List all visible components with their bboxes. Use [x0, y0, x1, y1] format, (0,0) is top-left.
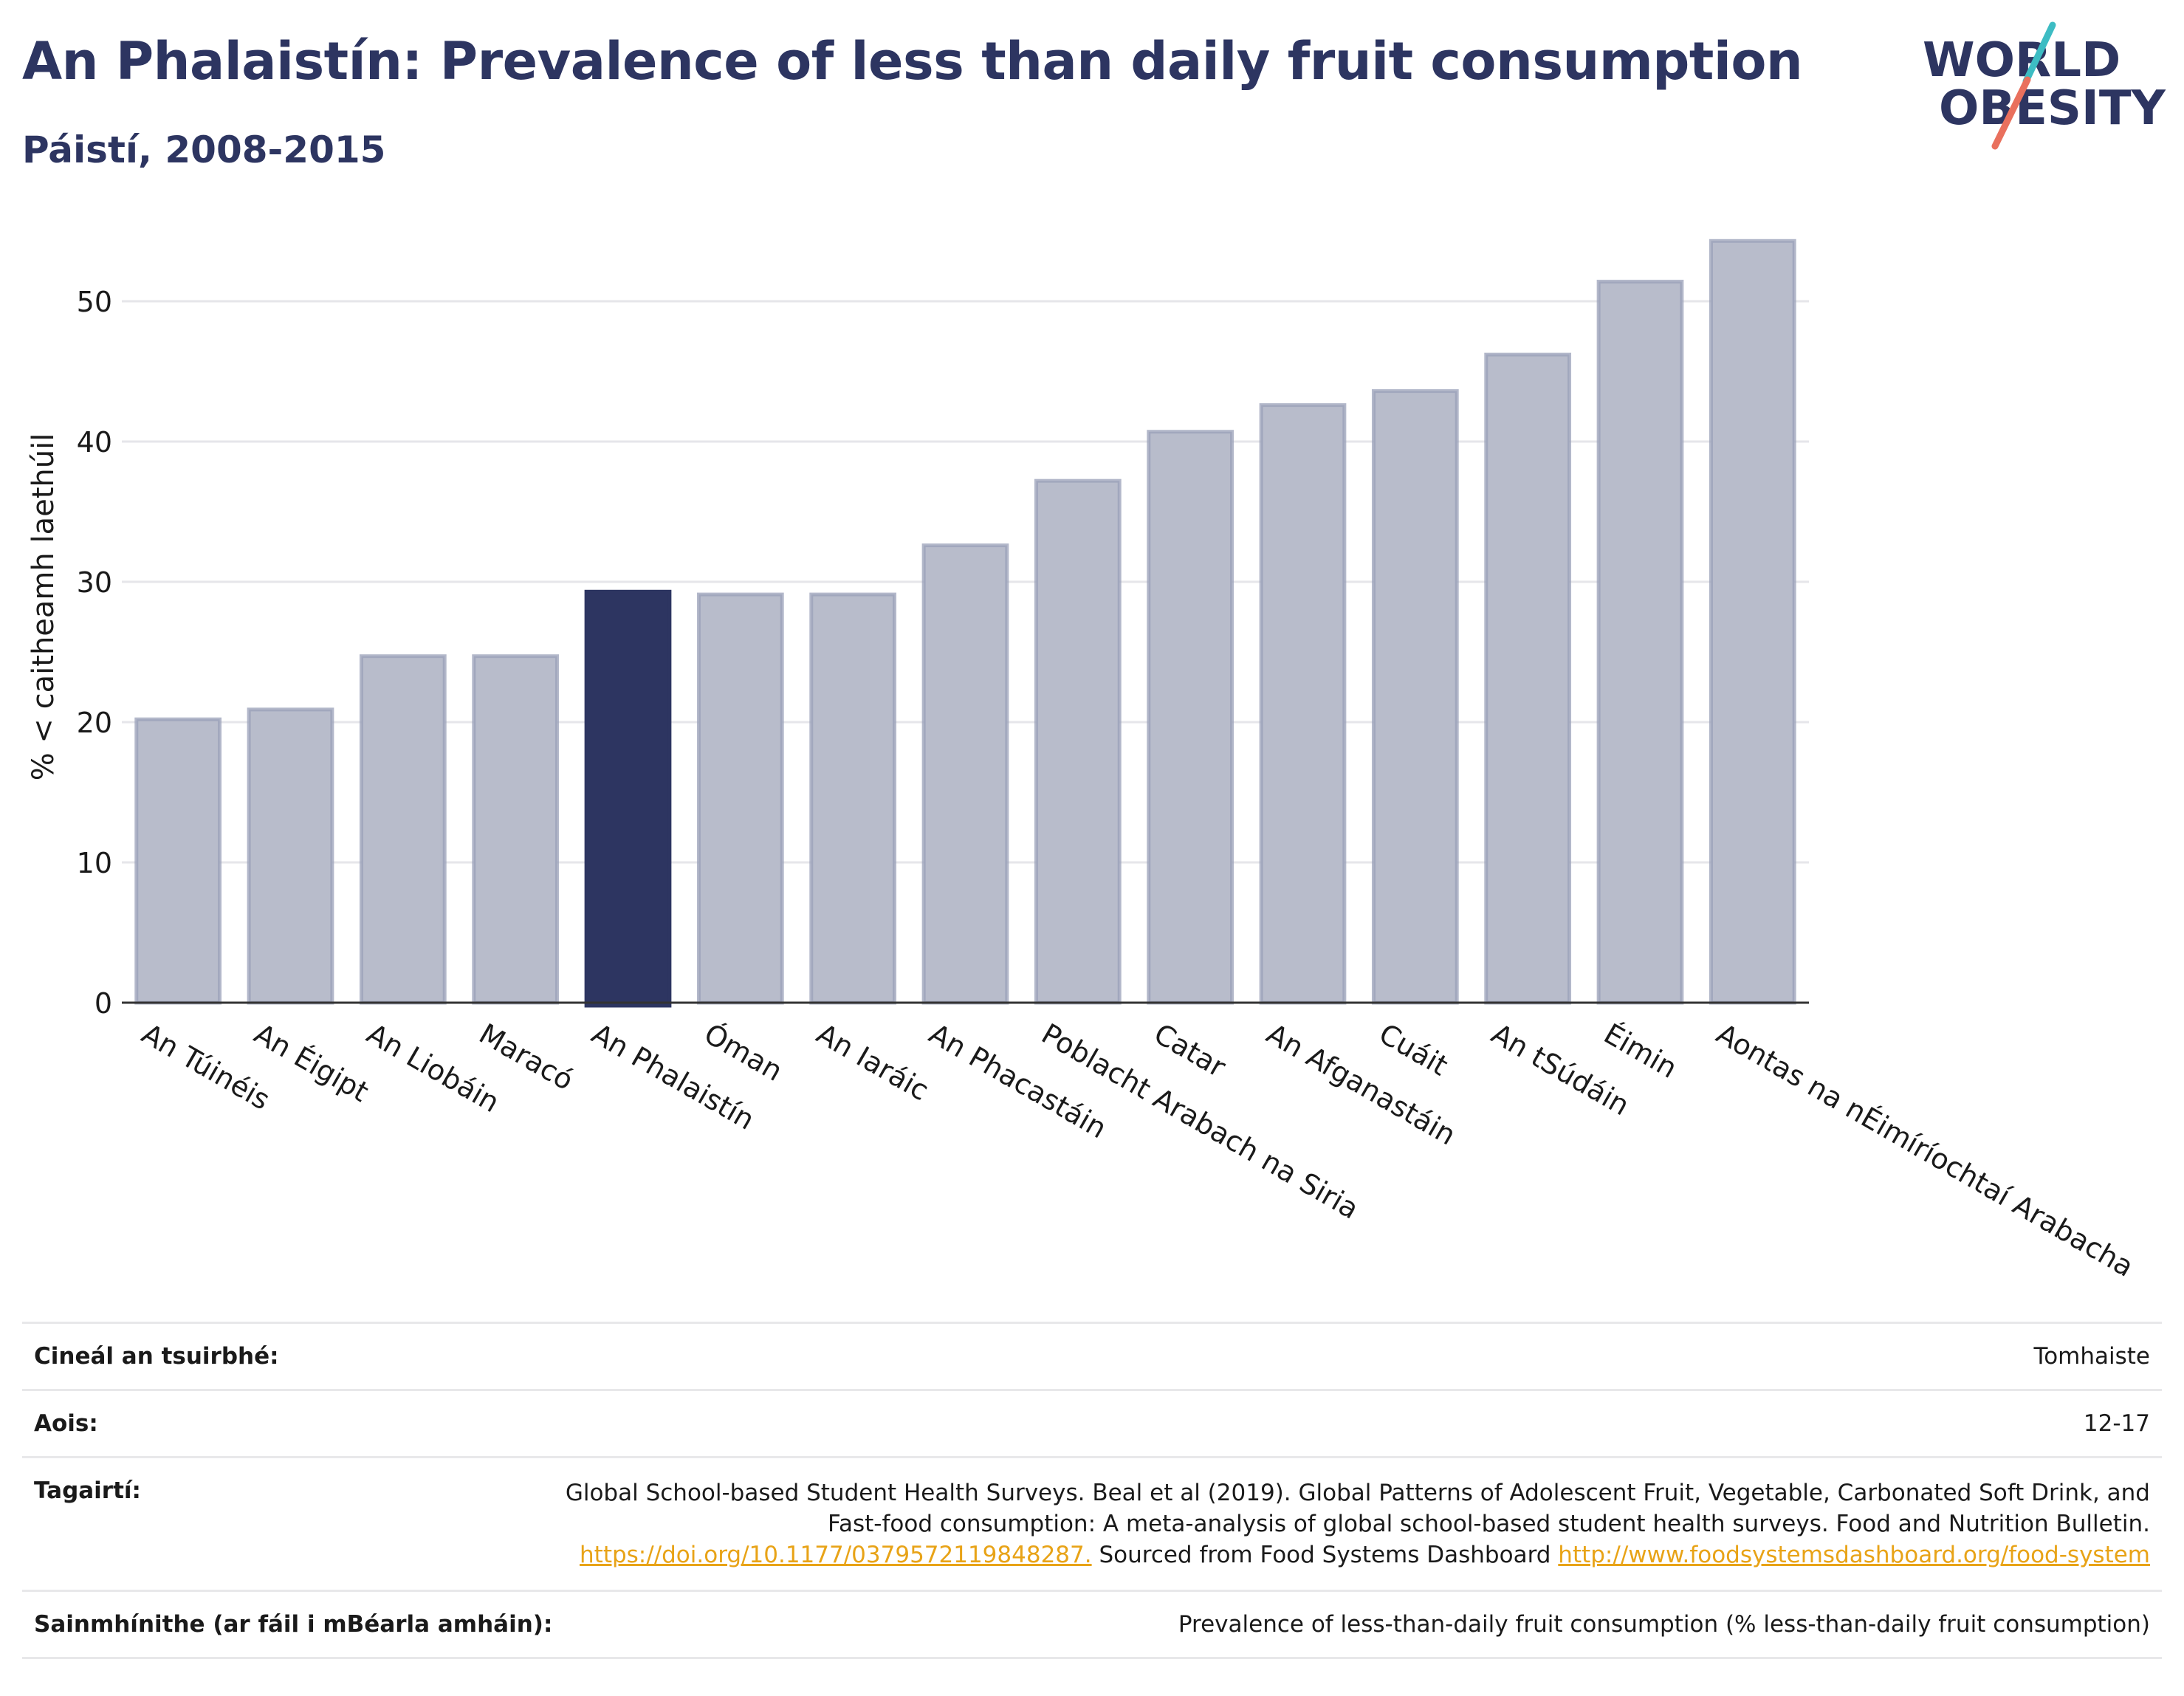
logo-word-obesity: OBESITY: [1939, 81, 2166, 136]
bars: [134, 238, 1796, 1008]
age-row: Aois: 12-17: [22, 1389, 2162, 1456]
bar: [696, 592, 784, 1005]
x-tick-label: An Iaráic: [811, 1017, 935, 1108]
chart-title: An Phalaistín: Prevalence of less than d…: [22, 31, 1803, 92]
y-tick-label: 50: [77, 286, 112, 318]
definitions-label: Sainmhínithe (ar fáil i mBéarla amháin):: [34, 1611, 553, 1638]
bar: [809, 592, 897, 1005]
y-tick-label: 0: [95, 987, 112, 1020]
chart-subtitle: Páistí, 2008-2015: [22, 128, 386, 171]
references-label: Tagairtí:: [34, 1477, 141, 1504]
food-systems-link[interactable]: http://www.foodsystemsdashboard.org/food…: [1558, 1542, 2150, 1568]
bar: [247, 707, 334, 1005]
y-tick-label: 20: [77, 707, 112, 739]
bar: [1034, 478, 1122, 1005]
y-tick-label: 40: [77, 426, 112, 459]
x-tick-label: An Túinéis: [137, 1017, 275, 1116]
logo-slash-teal: [2022, 21, 2056, 85]
x-tick-label: Cuáit: [1373, 1017, 1453, 1082]
survey-type-label: Cineál an tsuirbhé:: [34, 1343, 279, 1370]
bar: [1371, 389, 1459, 1005]
references-row: Tagairtí: Global School-based Student He…: [22, 1456, 2162, 1590]
bar: [1259, 403, 1347, 1005]
references-source-text: Sourced from Food Systems Dashboard: [1091, 1542, 1559, 1568]
bar: [1596, 279, 1684, 1005]
definitions-row: Sainmhínithe (ar fáil i mBéarla amháin):…: [22, 1590, 2162, 1659]
x-tick-label: An Afganastáin: [1261, 1017, 1461, 1152]
age-label: Aois:: [34, 1410, 98, 1437]
bar: [921, 543, 1009, 1005]
bar: [1709, 238, 1796, 1005]
info-table: Cineál an tsuirbhé: Tomhaiste Aois: 12-1…: [22, 1322, 2162, 1659]
bar: [472, 654, 560, 1005]
doi-link[interactable]: https://doi.org/10.1177/0379572119848287…: [580, 1542, 1092, 1568]
definitions-value: Prevalence of less-than-daily fruit cons…: [1178, 1611, 2150, 1638]
logo-word-world: WORLD: [1923, 33, 2121, 88]
bar: [1147, 430, 1234, 1005]
bar: [1484, 352, 1572, 1005]
x-tick-label: Aontas na nÉimíríochtaí Arabacha: [1711, 1017, 2139, 1283]
x-tick-label: Óman: [698, 1017, 788, 1088]
x-tick-label: Éimin: [1598, 1017, 1683, 1085]
bar: [134, 717, 222, 1005]
references-value: Global School-based Student Health Surve…: [555, 1477, 2150, 1570]
survey-type-value: Tomhaiste: [2033, 1343, 2150, 1370]
y-tick-label: 10: [77, 847, 112, 879]
bar-highlighted: [584, 589, 672, 1008]
world-obesity-logo: WORLD OBESITY: [1923, 21, 2166, 150]
bar: [359, 654, 447, 1005]
y-tick-label: 30: [77, 566, 112, 599]
logo-slash-red: [1991, 76, 2031, 150]
survey-type-row: Cineál an tsuirbhé: Tomhaiste: [22, 1322, 2162, 1389]
y-tick-labels: 0 10 20 30 40 50: [77, 286, 112, 1020]
y-axis-label: % < caitheamh laethúil: [27, 433, 61, 781]
age-value: 12-17: [2083, 1410, 2150, 1437]
x-tick-label: Catar: [1149, 1017, 1232, 1084]
references-text: Global School-based Student Health Surve…: [565, 1480, 2150, 1537]
